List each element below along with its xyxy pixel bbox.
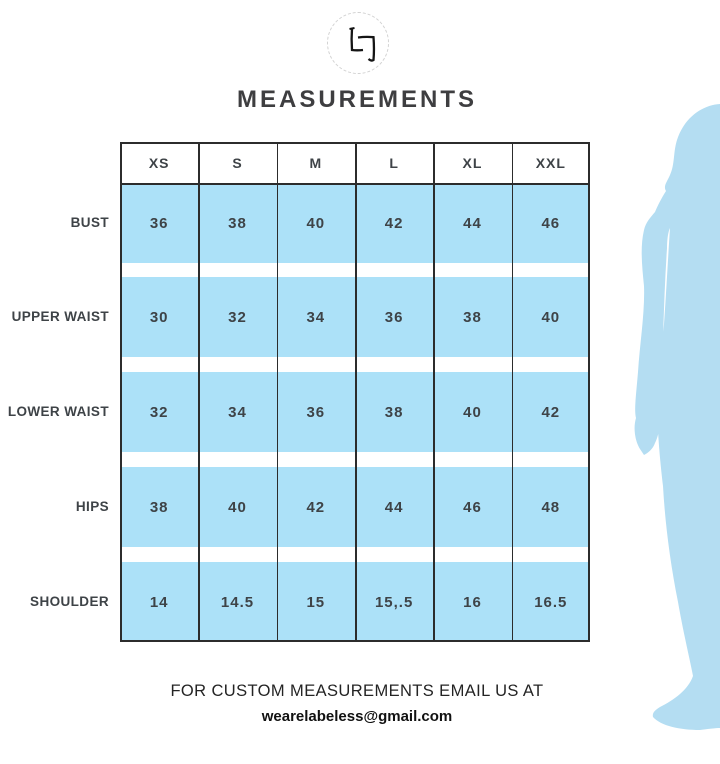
row-label-upper-waist: UPPER WAIST [11, 308, 109, 324]
column-header-s: S [232, 154, 243, 171]
size-cell: 42 [354, 183, 434, 263]
size-cell: 16 [433, 562, 512, 642]
size-cell: 48 [511, 467, 590, 547]
table-row-lower-waist: 32 34 36 38 40 42 [120, 372, 590, 452]
size-cell: 16.5 [511, 562, 590, 642]
size-cell: 42 [276, 467, 355, 547]
footer-text: FOR CUSTOM MEASUREMENTS EMAIL US AT [170, 682, 544, 700]
size-table: BUST UPPER WAIST LOWER WAIST HIPS SHOULD… [0, 142, 590, 642]
footer: FOR CUSTOM MEASUREMENTS EMAIL US AT wear… [0, 682, 714, 725]
size-cell: 38 [198, 183, 277, 263]
size-cell: 38 [433, 277, 512, 357]
table-border-line [355, 142, 357, 642]
size-cell: 30 [120, 277, 199, 357]
row-label-bust: BUST [70, 214, 109, 230]
size-cell: 40 [198, 467, 277, 547]
row-label-lower-waist: LOWER WAIST [7, 403, 109, 419]
table-row-hips: 38 40 42 44 46 48 [120, 467, 590, 547]
row-labels-column: BUST UPPER WAIST LOWER WAIST HIPS SHOULD… [0, 142, 120, 642]
table-border-line [120, 142, 122, 642]
column-header-m: M [309, 154, 323, 171]
size-cell: 46 [511, 183, 590, 263]
size-cell: 36 [120, 183, 199, 263]
table-border-line [120, 142, 590, 144]
labeless-logo-icon [349, 27, 376, 62]
row-label-shoulder: SHOULDER [30, 593, 109, 609]
contact-email: wearelabeless@gmail.com [261, 708, 453, 725]
brand-logo [327, 12, 389, 74]
size-table-grid: XS S M L XL XXL 36 38 40 42 44 46 30 32 … [120, 142, 590, 642]
size-cell: 42 [511, 372, 590, 452]
size-cell: 34 [198, 372, 277, 452]
row-label-hips: HIPS [75, 498, 109, 514]
size-cell: 15,.5 [354, 562, 434, 642]
table-border-line [120, 640, 590, 642]
table-border-line [511, 142, 514, 642]
column-header-xs: XS [148, 154, 170, 171]
column-header-l: L [389, 154, 399, 171]
size-cell: 14 [120, 562, 199, 642]
size-cell: 40 [511, 277, 590, 357]
size-cell: 38 [354, 372, 434, 452]
size-cell: 40 [433, 372, 512, 452]
table-border-line [276, 142, 279, 642]
size-cell: 36 [354, 277, 434, 357]
size-cell: 32 [120, 372, 199, 452]
size-cell: 32 [198, 277, 277, 357]
table-border-line [433, 142, 435, 642]
size-cell: 44 [354, 467, 434, 547]
female-silhouette [634, 104, 720, 730]
table-border-line [198, 142, 200, 642]
page-title: MEASUREMENTS [236, 86, 477, 113]
female-silhouette-shape [634, 104, 720, 730]
size-cell: 46 [433, 467, 512, 547]
table-row-bust: 36 38 40 42 44 46 [120, 183, 590, 263]
table-row-shoulder: 14 14.5 15 15,.5 16 16.5 [120, 562, 590, 642]
table-row-upper-waist: 30 32 34 36 38 40 [120, 277, 590, 357]
size-cell: 34 [276, 277, 355, 357]
size-cell: 44 [433, 183, 512, 263]
size-cell: 15 [276, 562, 355, 642]
size-cell: 14.5 [198, 562, 277, 642]
table-border-line [120, 183, 590, 185]
column-header-xl: XL [462, 154, 483, 171]
size-cell: 36 [276, 372, 355, 452]
size-cell: 38 [120, 467, 199, 547]
column-header-xxl: XXL [535, 154, 566, 171]
size-cell: 40 [276, 183, 355, 263]
table-border-line [588, 142, 590, 642]
